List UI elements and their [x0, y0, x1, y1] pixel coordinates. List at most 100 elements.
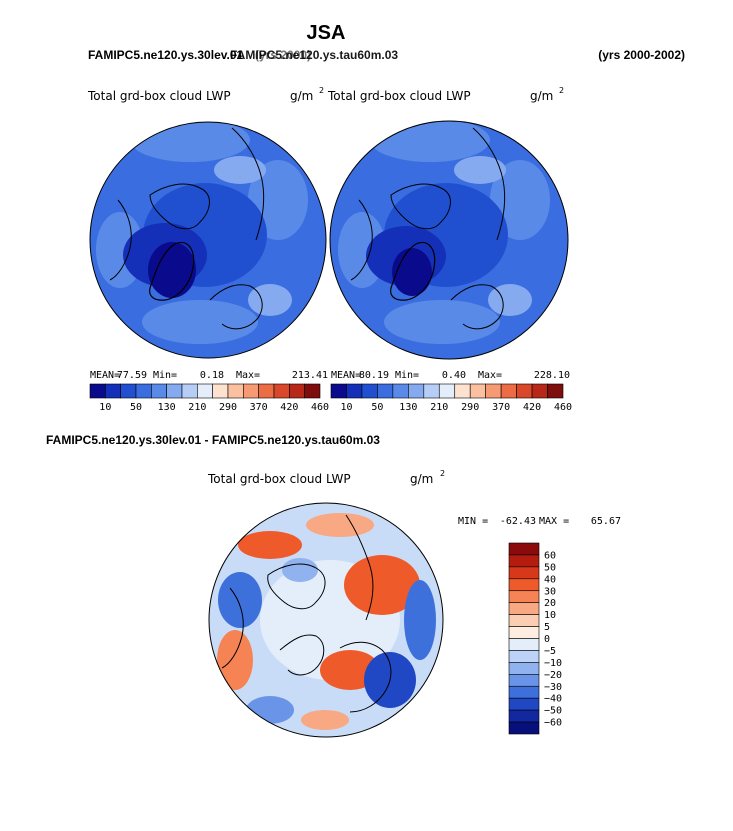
panel-b-colorbar-tick-label: 460: [554, 402, 572, 413]
panel-a-colorbar-swatch: [304, 383, 321, 399]
panel-a-max-label: Max=: [236, 370, 260, 381]
panel-a-colorbar-swatch: [105, 383, 121, 399]
panel-diff-map-field: [344, 555, 420, 615]
panel-b-colorbar: 10 50 130 210 290 370 420 460: [330, 383, 572, 413]
panel-b-units-exponent: 2: [559, 86, 564, 95]
panel-diff-colorbar-tick-label: 30: [544, 586, 556, 597]
panel-b-colorbar-swatch: [469, 383, 486, 399]
panel-diff-colorbar-swatch: [508, 638, 540, 651]
panel-a-coastline: [231, 127, 265, 241]
panel-diff-map-field: [404, 580, 436, 660]
panel-a-colorbar-swatch: [197, 383, 213, 399]
panel-diff-colorbar-swatch: [508, 590, 540, 603]
panel-b-coastline: [350, 199, 373, 281]
panel-b-colorbar-swatch: [346, 383, 363, 399]
panel-diff-colorbar-tick-label: 40: [544, 574, 556, 585]
panel-diff-colorbar-tick-label: 60: [544, 550, 556, 561]
panel-diff-coastline: [345, 514, 374, 621]
panel-b-units: g/m: [530, 89, 553, 103]
panel-a-colorbar-tick-label: 370: [250, 402, 268, 413]
panel-a-min-label: Min=: [153, 370, 177, 381]
panel-diff-map-border: [208, 502, 444, 738]
panel-a: Total grd-box cloud LWP g/m 2 MEAN= 77.5…: [87, 86, 329, 413]
panel-a-coastline: [109, 199, 132, 281]
panel-a-colorbar-tick-label: 50: [130, 402, 142, 413]
panel-a-units: g/m: [290, 89, 313, 103]
panel-b-map-field: [454, 156, 506, 184]
panel-diff-colorbar-tick-label: 50: [544, 562, 556, 573]
panel-diff-colorbar-swatch: [508, 721, 540, 735]
panel-diff-min-value: -62.43: [500, 516, 536, 527]
panel-b-colorbar-swatch: [438, 383, 456, 399]
diff-case-label: FAMIPC5.ne120.ys.30lev.01 - FAMIPC5.ne12…: [46, 433, 380, 447]
panel-b-map-field: [384, 300, 500, 344]
panel-b-min-value: 0.40: [442, 370, 466, 381]
panel-diff-colorbar-tick-label: 5: [544, 622, 550, 633]
panel-a-colorbar-swatch: [289, 383, 305, 399]
panel-b-coastline: [390, 241, 436, 301]
panel-a-colorbar-tick-label: 460: [311, 402, 329, 413]
panel-a-map-field: [214, 156, 266, 184]
panel-a-map-field: [148, 242, 196, 298]
panel-b-coastline: [390, 183, 451, 230]
panel-diff-colorbar-tick-label: −10: [544, 658, 562, 669]
panel-diff-colorbar-tick-label: 20: [544, 598, 556, 609]
panel-a-min-value: 0.18: [200, 370, 224, 381]
panel-b-coastline: [450, 284, 504, 330]
panel-diff-colorbar-tick-label: −5: [544, 646, 556, 657]
panel-a-title: Total grd-box cloud LWP: [87, 89, 231, 103]
panel-b-colorbar-tick-label: 10: [340, 402, 352, 413]
panel-diff-colorbar-tick-label: 0: [544, 634, 550, 645]
panel-diff-max-value: 65.67: [591, 516, 621, 527]
panel-b-colorbar-swatch: [408, 383, 425, 399]
panel-a-colorbar-swatch: [212, 383, 229, 399]
panel-a-mean-value: 77.59: [117, 370, 147, 381]
panel-b-colorbar-swatch: [392, 383, 409, 399]
panel-diff-colorbar-swatch: [508, 602, 540, 615]
panel-a-map-field: [248, 284, 292, 316]
top-right-years-label: (yrs 2000-2002): [598, 48, 685, 62]
panel-diff-colorbar-swatch: [508, 578, 540, 592]
panel-a-colorbar-swatch: [243, 383, 259, 399]
panel-b-colorbar-tick-label: 290: [461, 402, 479, 413]
panel-b-colorbar-tick-label: 210: [430, 402, 448, 413]
panel-b-min-label: Min=: [395, 370, 419, 381]
panel-diff-map-field: [217, 630, 253, 690]
panel-b-colorbar-swatch: [423, 383, 440, 399]
panel-diff-coastline: [221, 587, 244, 669]
panel-diff-map-field: [282, 558, 318, 582]
panel-diff-coastline: [267, 563, 326, 610]
panel-diff-map-field: [246, 696, 294, 724]
panel-a-coastline: [149, 241, 195, 301]
panel-diff-title: Total grd-box cloud LWP: [207, 472, 351, 486]
panel-a-colorbar: 10 50 130 210 290 370 420 460: [89, 383, 329, 413]
panel-a-colorbar-tick-label: 10: [99, 402, 111, 413]
panel-a-colorbar-swatch: [166, 383, 183, 399]
panel-b-map-border: [329, 120, 569, 360]
panel-diff: Total grd-box cloud LWP g/m 2 MIN = -62.…: [207, 469, 621, 738]
panel-diff-colorbar-tick-label: −40: [544, 694, 562, 705]
top-overlay-case-label: FAMIPC5.ne120.ys.tau60m.03: [230, 48, 398, 62]
panel-b-colorbar-swatch: [531, 383, 548, 399]
panel-diff-colorbar-swatch: [508, 674, 540, 687]
panel-diff-colorbar-tick-label: −20: [544, 670, 562, 681]
panel-a-colorbar-swatch: [227, 383, 244, 399]
panel-diff-map: [209, 503, 443, 737]
panel-a-colorbar-swatch: [89, 383, 106, 399]
panel-a-colorbar-tick-label: 290: [219, 402, 237, 413]
panel-a-coastline: [209, 284, 263, 330]
panel-diff-colorbar-tick-label: −60: [544, 718, 562, 729]
panel-diff-map-field: [301, 710, 349, 730]
season-title: JSA: [307, 22, 346, 44]
panel-b-map-field: [370, 121, 490, 162]
panel-a-map-field: [142, 300, 258, 344]
panel-b: Total grd-box cloud LWP g/m 2 MEAN= 80.1…: [327, 86, 572, 413]
panel-diff-colorbar-swatch: [508, 626, 540, 639]
panel-b-colorbar-swatch: [547, 383, 564, 399]
panel-diff-colorbar-swatch: [508, 650, 540, 663]
panel-b-colorbar-swatch: [377, 383, 394, 399]
panel-diff-colorbar-swatch: [508, 614, 540, 627]
panel-b-map-field: [392, 248, 432, 296]
panel-a-colorbar-swatch: [273, 383, 290, 399]
top-left-case-label: FAMIPC5.ne120.ys.30lev.01: [88, 48, 244, 62]
